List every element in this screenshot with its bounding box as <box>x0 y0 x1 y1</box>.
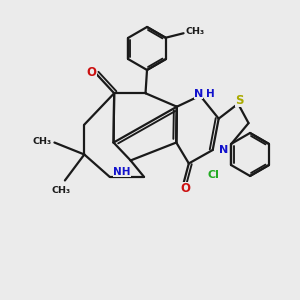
Text: Cl: Cl <box>208 170 219 180</box>
Text: N: N <box>218 145 228 155</box>
Text: N: N <box>194 89 203 99</box>
Text: CH₃: CH₃ <box>185 27 205 36</box>
Text: CH₃: CH₃ <box>32 136 52 146</box>
Text: O: O <box>181 182 191 195</box>
Text: NH: NH <box>113 167 131 177</box>
Text: H: H <box>206 89 215 99</box>
Text: O: O <box>87 66 97 79</box>
Text: S: S <box>235 94 244 106</box>
Text: CH₃: CH₃ <box>52 186 71 195</box>
